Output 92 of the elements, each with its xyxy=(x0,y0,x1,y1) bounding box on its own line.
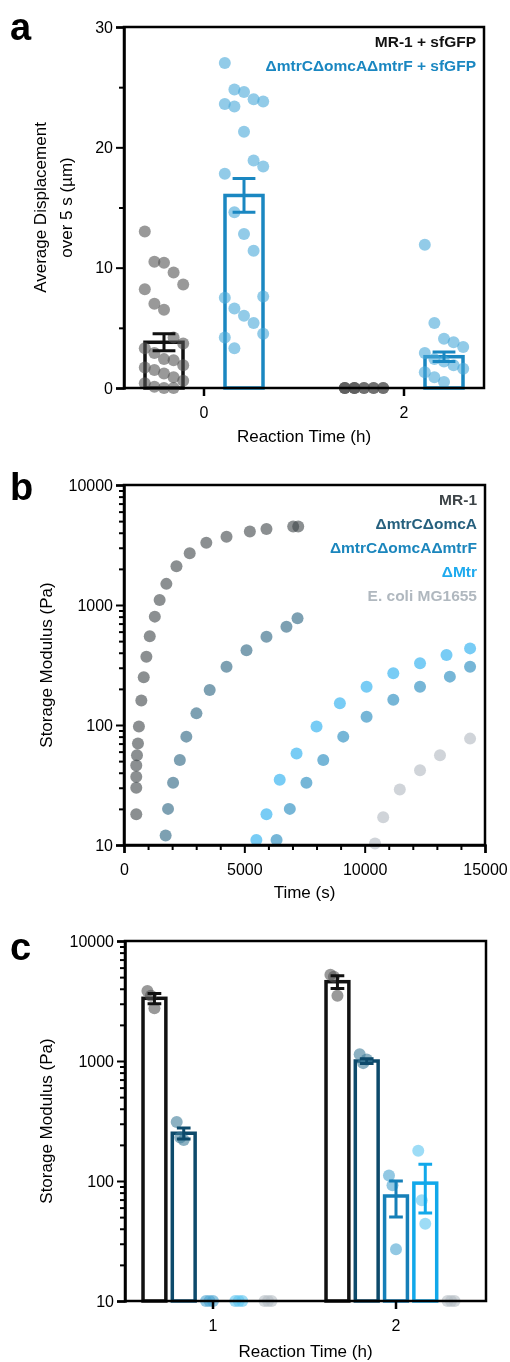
point xyxy=(440,649,453,661)
point xyxy=(203,683,216,696)
y-axis-title: Storage Modulus (Pa) xyxy=(37,1038,56,1204)
point xyxy=(130,808,143,821)
point xyxy=(464,732,477,745)
point xyxy=(260,523,273,535)
point xyxy=(464,642,477,655)
point xyxy=(317,754,330,767)
point xyxy=(360,680,373,693)
y-tick-label: 1000 xyxy=(77,596,114,614)
point xyxy=(140,650,153,663)
point xyxy=(162,802,175,815)
y-tick-label: 100 xyxy=(87,1172,115,1190)
point xyxy=(414,657,427,670)
point xyxy=(290,747,303,760)
chart-title: c xyxy=(10,926,32,968)
point xyxy=(180,730,193,743)
x-tick-label: 2 xyxy=(391,1317,401,1335)
y-tick-label: 20 xyxy=(95,138,114,156)
point xyxy=(387,667,400,680)
point xyxy=(443,670,456,683)
point xyxy=(143,630,156,643)
y-tick-label: 10 xyxy=(95,259,114,277)
x-tick-label: 2 xyxy=(399,404,409,422)
point xyxy=(260,630,273,643)
x-tick-label: 10000 xyxy=(342,861,388,879)
point xyxy=(377,811,390,824)
y-tick-label: 30 xyxy=(95,18,114,36)
y-tick-label: 1000 xyxy=(78,1052,115,1070)
point xyxy=(360,710,373,723)
point xyxy=(130,759,143,772)
text: ΔmtrCΔomcA xyxy=(375,515,477,532)
point xyxy=(173,754,186,767)
point xyxy=(137,671,150,684)
point xyxy=(434,749,446,762)
point xyxy=(333,697,346,710)
y-tick-label: 10 xyxy=(96,1292,115,1310)
text: E. coli MG1655 xyxy=(367,587,478,604)
point xyxy=(393,783,406,796)
x-tick-label: 15000 xyxy=(463,861,508,879)
point xyxy=(148,610,161,623)
chart-title: b xyxy=(10,466,34,508)
point xyxy=(190,707,203,720)
point xyxy=(131,737,144,750)
x-axis-title: Reaction Time (h) xyxy=(238,1342,373,1361)
point xyxy=(160,577,173,590)
point xyxy=(387,693,400,706)
point xyxy=(260,808,273,821)
x-axis-title: Time (s) xyxy=(273,883,336,902)
point xyxy=(310,720,323,733)
y-tick-label: 0 xyxy=(104,379,114,397)
point xyxy=(130,770,143,783)
point xyxy=(220,530,233,543)
y-tick-label: 10000 xyxy=(69,932,115,950)
x-tick-label: 5000 xyxy=(227,861,263,879)
y-tick-label: 10000 xyxy=(68,476,114,494)
text: ΔmtrCΔomcAΔmtrF xyxy=(329,539,477,556)
y-axis-title: Storage Modulus (Pa) xyxy=(37,582,56,748)
x-tick-label: 1 xyxy=(208,1317,218,1335)
point xyxy=(220,660,233,673)
point xyxy=(240,644,253,657)
point xyxy=(183,547,196,560)
point xyxy=(414,680,427,693)
point xyxy=(159,829,172,842)
x-axis-title: Reaction Time (h) xyxy=(236,427,372,446)
text: ΔmtrCΔomcAΔmtrF + sfGFP xyxy=(265,57,476,74)
point xyxy=(170,560,183,573)
point xyxy=(337,730,350,743)
y-tick-label: 10 xyxy=(95,836,114,854)
point xyxy=(283,802,296,815)
point xyxy=(291,612,304,625)
point xyxy=(273,773,286,786)
text: MR-1 xyxy=(439,491,478,508)
chart-title: a xyxy=(10,6,32,48)
point xyxy=(153,594,166,607)
text: MR-1 + sfGFP xyxy=(374,33,476,50)
point xyxy=(280,620,293,633)
point xyxy=(292,520,305,533)
point xyxy=(131,749,143,762)
y-tick-label: 100 xyxy=(86,716,114,734)
x-tick-label: 0 xyxy=(120,861,130,879)
point xyxy=(132,720,145,733)
text: ΔMtr xyxy=(441,563,477,580)
y-axis-title: Average Displacement over 5 s (µm) xyxy=(31,121,76,293)
point xyxy=(167,776,180,789)
point xyxy=(135,694,148,707)
point xyxy=(414,764,427,777)
point xyxy=(200,536,213,549)
point xyxy=(300,776,313,789)
point xyxy=(130,781,143,794)
point xyxy=(464,660,477,673)
point xyxy=(243,525,256,538)
